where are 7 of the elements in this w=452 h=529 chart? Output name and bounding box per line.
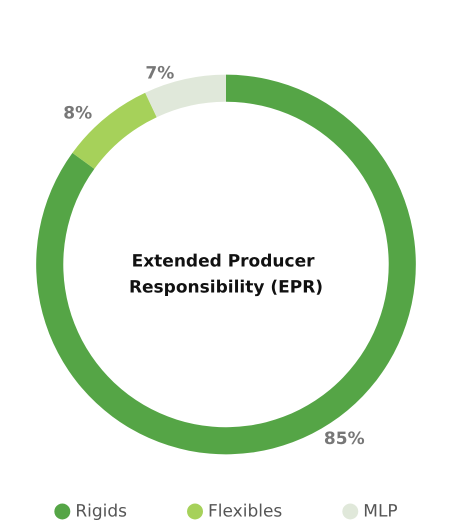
- legend-label: Flexibles: [208, 502, 282, 522]
- legend-label: Rigids: [75, 502, 128, 522]
- legend-label: MLP: [363, 502, 398, 522]
- data-label: 8%: [63, 104, 92, 124]
- data-label: 85%: [324, 428, 365, 449]
- text: Extended Producer Responsibility (EPR): [128, 251, 324, 298]
- data-label: 7%: [145, 63, 174, 84]
